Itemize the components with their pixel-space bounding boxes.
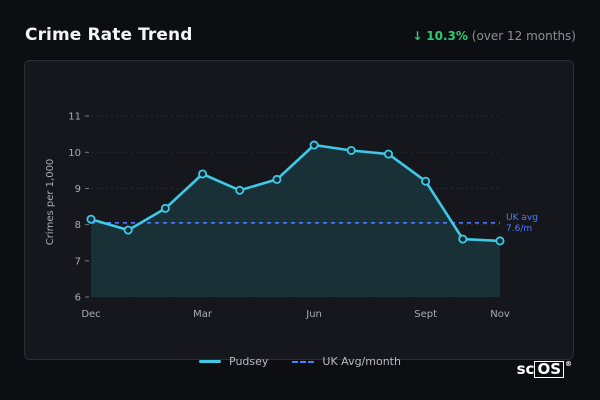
y-tick-label: 7 — [75, 256, 81, 267]
legend-swatch-solid — [199, 360, 222, 363]
data-point[interactable] — [86, 214, 96, 224]
legend-label-pudsey: Pudsey — [229, 355, 269, 368]
data-point[interactable] — [235, 185, 245, 195]
x-tick-label: Jun — [305, 309, 322, 320]
series-line-pudsey — [90, 143, 501, 243]
chart-legend: Pudsey UK Avg/month — [0, 355, 600, 368]
series-area-fill — [91, 145, 500, 297]
data-point[interactable] — [160, 203, 170, 213]
legend-item-pudsey[interactable]: Pudsey — [199, 355, 268, 368]
data-point[interactable] — [458, 234, 468, 244]
x-tick-label: Sept — [414, 309, 437, 320]
legend-item-uk-avg[interactable]: UK Avg/month — [292, 355, 401, 368]
data-points — [86, 140, 505, 246]
data-point[interactable] — [123, 225, 133, 235]
data-point[interactable] — [272, 174, 282, 184]
y-tick-label: 8 — [75, 220, 81, 231]
brand-logo-boxed: OS — [534, 361, 564, 378]
chart-title: Crime Rate Trend — [25, 25, 193, 45]
y-axis-ticks: 6 7 8 9 10 11 — [68, 112, 89, 304]
brand-logo-prefix: sc — [516, 360, 535, 378]
trend-percentage: 10.3% — [426, 29, 468, 43]
x-tick-label: Dec — [81, 309, 100, 320]
data-point[interactable] — [383, 149, 393, 159]
y-tick-label: 11 — [68, 112, 81, 123]
data-point[interactable] — [346, 145, 356, 155]
trend-period-note: (over 12 months) — [471, 29, 576, 43]
y-tick-label: 6 — [75, 293, 81, 304]
data-point[interactable] — [495, 236, 505, 246]
x-axis-ticks: Dec Mar Jun Sept Nov — [81, 309, 510, 320]
uk-average-label: UK avg — [506, 213, 538, 223]
legend-label-uk-avg: UK Avg/month — [322, 355, 401, 368]
x-tick-label: Mar — [193, 309, 213, 320]
y-axis-label: Crimes per 1,000 — [45, 159, 56, 246]
trend-indicator: ↓ 10.3% (over 12 months) — [412, 29, 576, 43]
uk-average-value: 7.6/m — [506, 224, 532, 234]
brand-logo: sc OS ® — [517, 360, 572, 378]
legend-swatch-dashed — [292, 360, 315, 363]
trend-down-arrow-icon: ↓ — [412, 29, 423, 43]
data-point[interactable] — [198, 169, 208, 179]
data-point[interactable] — [309, 140, 319, 150]
y-tick-label: 10 — [68, 148, 81, 159]
brand-registered-mark: ® — [565, 360, 572, 368]
data-point[interactable] — [421, 176, 431, 186]
y-tick-label: 9 — [75, 184, 81, 195]
x-tick-label: Nov — [490, 309, 510, 320]
